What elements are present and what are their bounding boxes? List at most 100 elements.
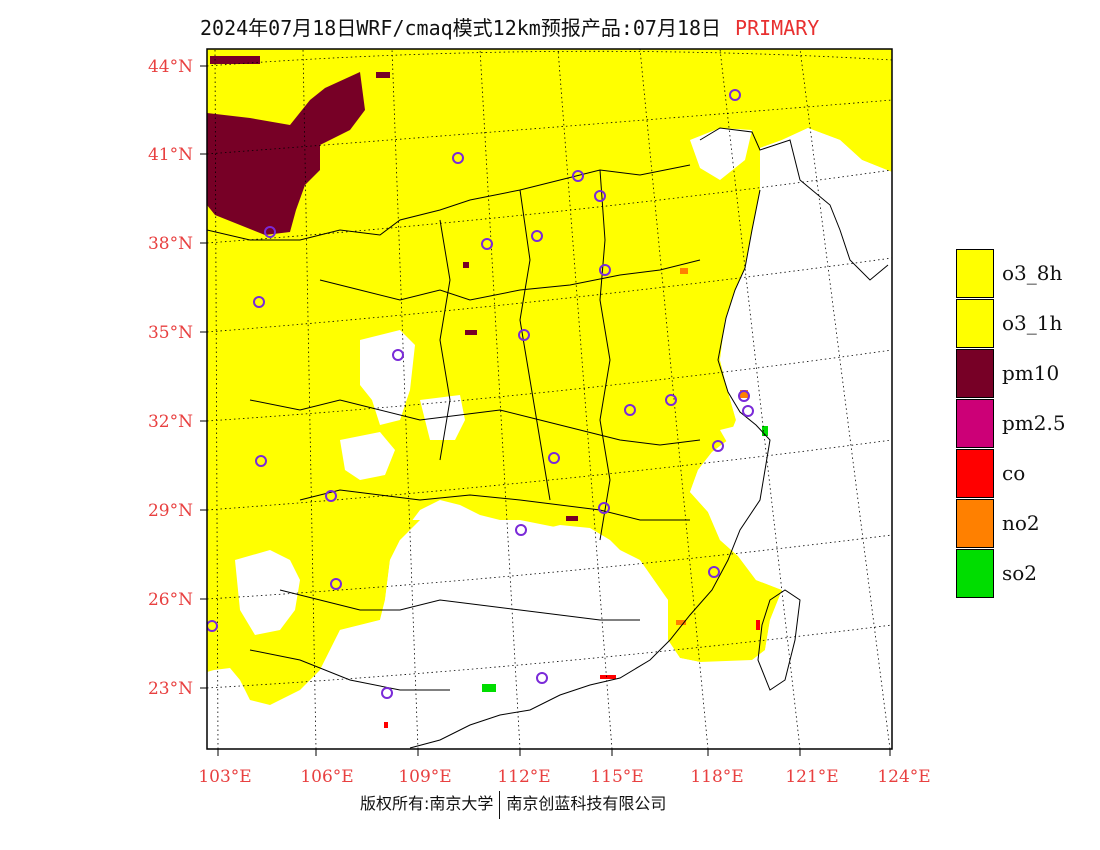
station-marker [481,238,493,250]
station-marker [708,566,720,578]
lat-label: 38°N [148,234,193,254]
station-marker [325,490,337,502]
station-marker [531,230,543,242]
co-spot-south [384,722,388,728]
station-marker [729,89,741,101]
lon-label: 118°E [690,767,743,787]
pm10-dot-3 [566,516,578,521]
legend-item-pm25: pm2.5 [956,399,1096,449]
lon-label: 124°E [877,767,930,787]
map-content [207,49,892,749]
tick-marks [200,65,891,756]
legend-label: no2 [1002,511,1040,535]
map-frame [206,48,893,750]
station-marker [738,390,750,402]
legend-label: pm10 [1002,361,1060,385]
legend-swatch [956,349,994,398]
lat-label: 41°N [148,145,193,165]
legend-swatch [956,399,994,448]
coastline [409,127,889,749]
station-marker [594,190,606,202]
gap-south-1 [320,520,700,720]
legend-label: co [1002,461,1026,485]
station-marker [712,440,724,452]
station-marker [598,502,610,514]
legend-item-so2: so2 [956,549,1096,599]
station-marker [572,170,584,182]
copyright-footer: 版权所有:南京大学 南京创蓝科技有限公司 [360,790,780,819]
station-marker [381,687,393,699]
lon-label: 103°E [198,767,251,787]
legend-swatch [956,499,994,548]
legend-swatch [956,449,994,498]
gap-sichuan [360,330,415,425]
no2-spot-north [680,268,688,274]
lat-label: 26°N [148,590,193,610]
title-primary-tag: PRIMARY [735,16,820,40]
no2-spot-shanghai [740,390,748,398]
gap-hunan [340,432,395,480]
title-main: 2024年07月18日WRF/cmaq模式12km预报产品:07月18日 [200,16,722,40]
legend-swatch [956,549,994,598]
station-marker [742,405,754,417]
legend-swatch [956,299,994,348]
pm10-region [207,72,365,235]
gap-southwest [235,550,300,635]
station-markers [207,89,754,699]
station-marker [452,152,464,164]
province-lines [207,164,701,691]
station-marker [599,264,611,276]
legend-item-no2: no2 [956,499,1096,549]
lon-label: 115°E [590,767,643,787]
gap-bohai [690,128,752,180]
station-marker [255,455,267,467]
legend-item-o3-8h: o3_8h [956,249,1096,299]
pm10-dot-2 [465,330,477,335]
station-marker [253,296,265,308]
legend-item-o3-1h: o3_1h [956,299,1096,349]
lat-label: 44°N [148,57,193,77]
taiwan-outline [757,589,801,691]
station-marker [665,394,677,406]
legend-label: so2 [1002,561,1038,585]
station-marker [536,672,548,684]
station-marker [264,226,276,238]
station-marker [515,524,527,536]
legend-label: o3_1h [1002,311,1063,335]
co-spot-guangzhou [600,675,616,679]
pm10-dot-4 [376,72,390,78]
station-marker [624,404,636,416]
so2-spot-south [482,684,496,692]
pm10-dot-1 [463,262,469,268]
lat-label: 23°N [148,679,193,699]
legend-swatch [956,249,994,298]
gap-northeast-sea [690,128,892,749]
so2-spot-east [762,426,768,436]
no2-spot-fujian [676,620,686,625]
copyright-left: 版权所有:南京大学 [360,794,494,813]
lon-label: 106°E [300,767,353,787]
lat-label: 32°N [148,412,193,432]
lat-label: 29°N [148,501,193,521]
copyright-right: 南京创蓝科技有限公司 [506,794,667,813]
station-marker [330,578,342,590]
legend-item-pm10: pm10 [956,349,1096,399]
lon-label: 112°E [497,767,550,787]
map-title: 2024年07月18日WRF/cmaq模式12km预报产品:07月18日 PRIM… [200,12,980,42]
latitude-labels: 44°N 41°N 38°N 35°N 32°N 29°N 26°N 23°N [148,57,193,699]
legend-label: pm2.5 [1002,411,1066,435]
boundaries-layer [207,127,889,749]
o3-main-region [207,49,892,705]
legend-item-co: co [956,449,1096,499]
lon-label: 109°E [398,767,451,787]
lon-label: 121°E [785,767,838,787]
legend-label: o3_8h [1002,261,1063,285]
longitude-labels: 103°E 106°E 109°E 112°E 115°E 118°E 121°… [198,767,930,787]
station-marker [392,349,404,361]
station-marker [518,329,530,341]
graticule [207,49,892,749]
co-spot-fujian [756,620,760,630]
footer-separator [499,790,501,819]
lat-label: 35°N [148,323,193,343]
pm10-strip-top [210,56,260,64]
